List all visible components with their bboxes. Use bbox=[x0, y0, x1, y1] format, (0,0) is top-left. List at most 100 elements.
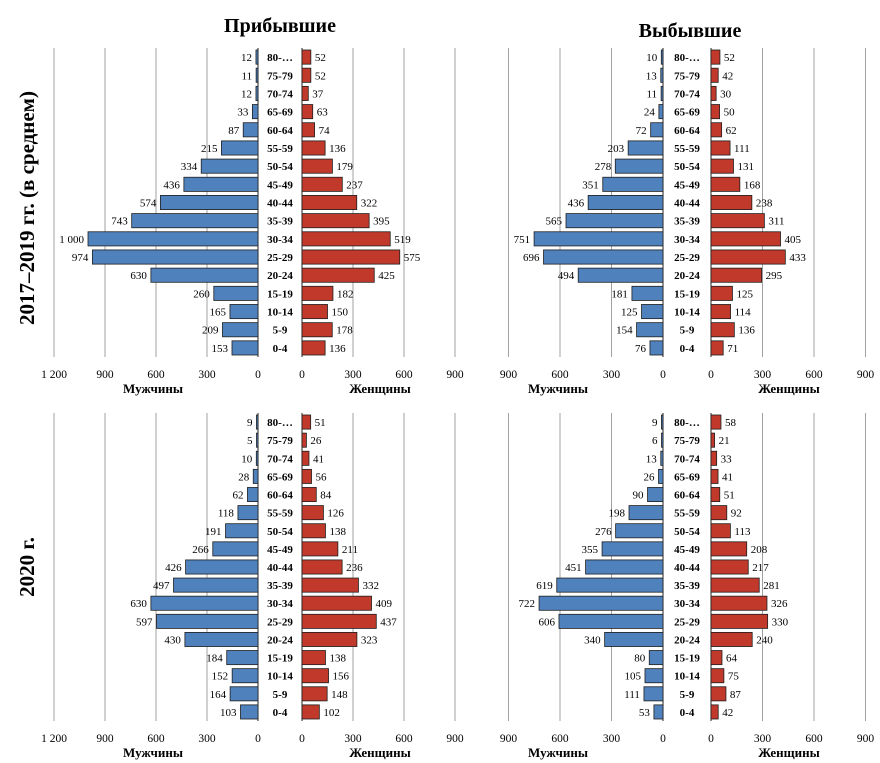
bar-male-50-54 bbox=[614, 158, 664, 174]
bar-male-15-19 bbox=[631, 285, 664, 301]
tick-label-male: 0 bbox=[660, 733, 666, 745]
bar-male-60-64 bbox=[647, 487, 664, 502]
value-label-male: 722 bbox=[519, 598, 536, 610]
bar-female-45-49 bbox=[710, 176, 741, 192]
age-group-label: 60-64 bbox=[267, 490, 293, 502]
age-group-label: 35-39 bbox=[267, 216, 293, 228]
age-group-label: 55-59 bbox=[674, 143, 700, 155]
tick-label-female: 900 bbox=[446, 733, 464, 745]
value-label-female: 281 bbox=[763, 580, 780, 592]
value-label-female: 156 bbox=[333, 671, 350, 683]
value-label-male: 154 bbox=[616, 325, 633, 337]
age-group-label: 20-24 bbox=[267, 270, 293, 282]
value-label-female: 326 bbox=[771, 598, 788, 610]
tick-label-male: 900 bbox=[96, 733, 114, 745]
tick-label-male: 300 bbox=[198, 369, 216, 381]
value-label-female: 437 bbox=[380, 616, 397, 628]
value-label-male: 198 bbox=[609, 508, 626, 520]
value-label-male: 90 bbox=[633, 490, 645, 502]
bar-male-5-9 bbox=[643, 686, 664, 702]
bar-male-5-9 bbox=[229, 686, 259, 702]
value-label-female: 208 bbox=[751, 544, 768, 556]
bar-female-50-54 bbox=[301, 523, 326, 539]
value-label-male: 164 bbox=[210, 689, 227, 701]
value-label-male: 574 bbox=[140, 198, 157, 210]
value-label-male: 10 bbox=[646, 52, 658, 64]
value-label-male: 340 bbox=[584, 634, 601, 646]
value-label-female: 87 bbox=[730, 689, 742, 701]
age-group-label: 0-4 bbox=[273, 343, 288, 355]
bar-male-55-59 bbox=[237, 505, 259, 521]
age-group-label: 80-… bbox=[267, 52, 293, 64]
bar-female-70-74 bbox=[301, 85, 309, 101]
age-group-label: 50-54 bbox=[267, 526, 293, 538]
age-group-label: 65-69 bbox=[674, 471, 700, 483]
value-label-female: 311 bbox=[768, 216, 784, 228]
age-group-label: 5-9 bbox=[273, 689, 288, 701]
value-label-male: 597 bbox=[136, 616, 153, 628]
value-label-male: 276 bbox=[595, 526, 612, 538]
age-group-label: 40-44 bbox=[674, 198, 700, 210]
bar-male-0-4 bbox=[240, 704, 259, 720]
bar-female-10-14 bbox=[301, 304, 328, 320]
value-label-male: 430 bbox=[164, 634, 181, 646]
value-label-female: 211 bbox=[342, 544, 358, 556]
value-label-female: 75 bbox=[728, 671, 740, 683]
value-label-male: 260 bbox=[193, 288, 210, 300]
age-group-label: 35-39 bbox=[674, 580, 700, 592]
bar-male-35-39 bbox=[131, 213, 259, 229]
bar-female-80-… bbox=[301, 414, 312, 430]
value-label-male: 13 bbox=[646, 453, 658, 465]
value-label-female: 51 bbox=[724, 490, 735, 502]
value-label-female: 111 bbox=[734, 143, 750, 155]
tick-label-female: 0 bbox=[299, 733, 305, 745]
value-label-male: 743 bbox=[111, 216, 128, 228]
value-label-female: 295 bbox=[766, 270, 783, 282]
age-group-label: 75-79 bbox=[267, 70, 293, 82]
bar-male-30-34 bbox=[538, 595, 664, 611]
value-label-female: 138 bbox=[329, 653, 346, 665]
value-label-female: 178 bbox=[336, 325, 353, 337]
age-group-label: 60-64 bbox=[674, 490, 700, 502]
age-group-label: 15-19 bbox=[267, 288, 293, 300]
value-label-female: 131 bbox=[737, 161, 754, 173]
bar-male-20-24 bbox=[184, 632, 259, 647]
bar-male-65-69 bbox=[658, 468, 664, 484]
bar-male-65-69 bbox=[658, 104, 664, 120]
pyramid-panel-2: 900 600 300 0 0 300 600 900 Мужчины Женщины 76 71 0-… bbox=[500, 48, 874, 396]
column-title-departures: Выбывшие bbox=[639, 20, 742, 42]
age-group-label: 35-39 bbox=[674, 216, 700, 228]
tick-label-female: 0 bbox=[708, 733, 714, 745]
value-label-female: 179 bbox=[336, 161, 353, 173]
value-label-male: 9 bbox=[652, 417, 658, 429]
tick-label-female: 0 bbox=[708, 369, 714, 381]
bar-male-10-14 bbox=[231, 668, 259, 684]
value-label-male: 72 bbox=[636, 125, 647, 137]
bar-male-80-… bbox=[660, 49, 664, 65]
age-group-label: 25-29 bbox=[674, 616, 700, 628]
value-label-female: 425 bbox=[378, 270, 395, 282]
bar-female-70-74 bbox=[710, 450, 718, 466]
value-label-female: 52 bbox=[315, 70, 326, 82]
pyramid-panel-1: 1 200 900 600 300 0 0 300 600 900 Мужчины Женщины 1… bbox=[41, 48, 464, 396]
age-group-label: 75-79 bbox=[267, 435, 293, 447]
bar-female-80-… bbox=[710, 49, 721, 65]
bar-female-60-64 bbox=[710, 122, 723, 138]
age-group-label: 0-4 bbox=[680, 343, 695, 355]
bar-female-65-69 bbox=[710, 104, 720, 120]
bar-female-15-19 bbox=[301, 285, 334, 301]
value-label-male: 266 bbox=[192, 544, 209, 556]
axis-label-female: Женщины bbox=[758, 745, 820, 760]
age-group-label: 45-49 bbox=[267, 179, 293, 191]
value-label-male: 24 bbox=[644, 107, 656, 119]
bar-female-10-14 bbox=[710, 668, 725, 684]
bar-female-25-29 bbox=[301, 249, 401, 265]
value-label-male: 152 bbox=[212, 671, 229, 683]
bar-female-35-39 bbox=[301, 577, 359, 593]
age-group-label: 50-54 bbox=[674, 161, 700, 173]
bar-male-10-14 bbox=[644, 668, 664, 684]
column-title-arrivals: Прибывшие bbox=[224, 15, 336, 37]
value-label-male: 191 bbox=[205, 526, 222, 538]
bar-male-70-74 bbox=[255, 450, 259, 466]
value-label-male: 76 bbox=[635, 343, 647, 355]
